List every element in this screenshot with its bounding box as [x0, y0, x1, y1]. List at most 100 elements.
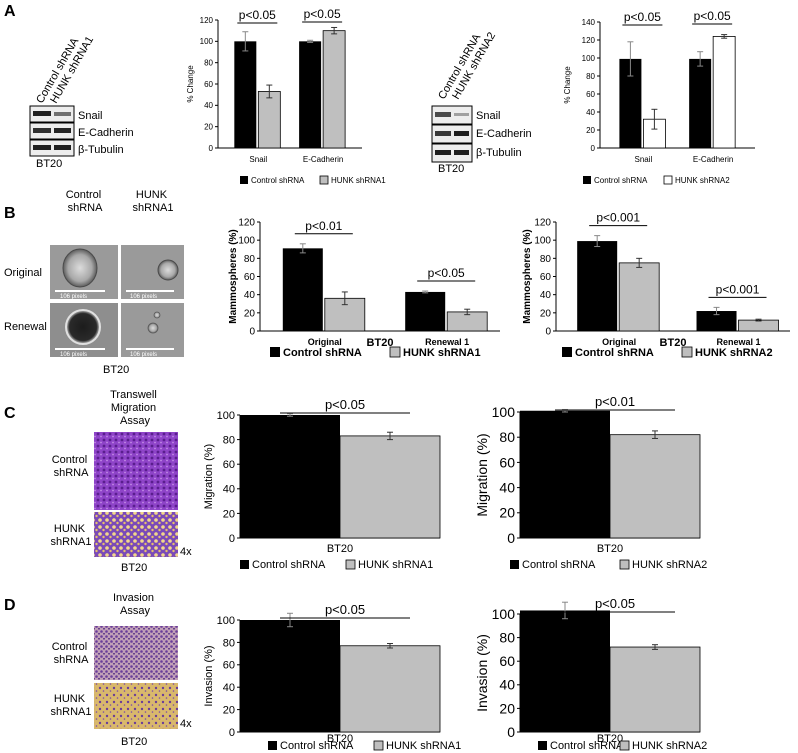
y-tick-label: 0	[545, 327, 551, 338]
blot1-band-box-ecad	[29, 122, 75, 140]
bar-control-shrna	[234, 41, 257, 149]
x-tick-label: Original	[602, 337, 636, 347]
legend-label: Control shRNA	[280, 740, 354, 752]
p-value-label: p<0.01	[305, 219, 342, 233]
legend-label: Control shRNA	[283, 347, 362, 359]
y-axis-label: Mammospheres (%)	[522, 229, 533, 323]
y-tick-label: 0	[229, 533, 235, 545]
legend-label: HUNK shRNA1	[331, 176, 386, 185]
y-tick-label: 20	[204, 122, 213, 131]
legend-label: Control shRNA	[252, 559, 326, 571]
blot2-band-box-tubulin	[431, 143, 473, 163]
c-assay-title-l1: Transwell	[110, 389, 157, 401]
p-value-label: p<0.05	[325, 397, 365, 412]
legend-label: HUNK shRNA1	[358, 559, 433, 571]
x-tick-label: Original	[308, 337, 342, 347]
y-tick-label: 80	[244, 254, 256, 265]
y-tick-label: 100	[582, 54, 596, 63]
y-tick-label: 100	[492, 606, 516, 622]
blot2-band-snail-control	[435, 112, 451, 117]
y-tick-label: 120	[238, 218, 255, 229]
legend-label: Control shRNA	[575, 347, 654, 359]
x-tick-label: Renewal 1	[717, 337, 761, 347]
panel-letter-a: A	[4, 3, 16, 20]
x-axis-label: BT20	[367, 337, 394, 349]
migration-images: Transwell Migration Assay Control shRNA …	[51, 389, 193, 574]
y-axis-label: % Change	[186, 65, 195, 103]
x-axis-label: BT20	[660, 337, 687, 349]
y-tick-label: 80	[586, 72, 595, 81]
p-value-label: p<0.05	[239, 8, 276, 22]
bar-control-shrna	[405, 291, 446, 331]
y-tick-label: 20	[499, 700, 515, 716]
blot1-band-box-tubulin	[29, 139, 75, 157]
y-tick-label: 60	[499, 653, 515, 669]
y-tick-label: 80	[540, 254, 552, 265]
bar-control-shrna	[696, 311, 737, 331]
y-tick-label: 40	[540, 290, 552, 301]
d-row-label-control: Control shRNA	[52, 641, 91, 666]
p-value-label: p<0.05	[325, 602, 365, 617]
p-value-label: p<0.05	[428, 266, 465, 280]
y-tick-label: 60	[586, 90, 595, 99]
c-tile-control	[94, 432, 178, 510]
bar-hunk-shrna2	[738, 319, 779, 332]
bar-hunk-shrna1	[322, 30, 346, 149]
b-row-label-original: Original	[4, 267, 42, 279]
legend-swatch	[663, 175, 673, 185]
legend-label: HUNK shRNA2	[632, 740, 707, 752]
legend-swatch	[389, 346, 401, 358]
d-row-label-hunk: HUNK shRNA1	[51, 693, 92, 718]
blot1-band-tubulin-control	[33, 145, 51, 150]
blot2-label-snail: Snail	[476, 110, 500, 122]
b-col-label-control-l2: shRNA	[68, 202, 104, 214]
y-tick-label: 40	[244, 290, 256, 301]
blot1-band-ecad-control	[33, 128, 51, 133]
bar-control-shrna	[240, 415, 340, 538]
western-blot-2: Control shRNA HUNK shRNA2 Snail E-Cadher…	[431, 30, 532, 175]
legend-swatch	[270, 347, 280, 357]
b-col-label-hunk-l2: shRNA1	[133, 202, 174, 214]
y-tick-label: 100	[217, 410, 235, 422]
d-assay-title-l1: Invasion	[113, 592, 154, 604]
b-col-label-control-l1: Control	[66, 189, 101, 201]
bar-hunk-shrna1	[339, 435, 441, 539]
c-row-label-control-l1: Control	[52, 454, 87, 466]
bar-hunk-shrna2	[618, 262, 660, 332]
y-tick-label: 100	[238, 236, 255, 247]
legend-label: HUNK shRNA2	[632, 559, 707, 571]
c-row-label-hunk: HUNK shRNA1	[51, 523, 92, 548]
c-tile-hunk	[94, 512, 178, 557]
y-tick-label: 80	[204, 58, 213, 67]
y-tick-label: 60	[540, 272, 552, 283]
charts: 0 20 40 60 80 100 120 % Change Snail p<0.05 E-Cadh…	[186, 7, 790, 752]
y-tick-label: 60	[499, 454, 515, 470]
b-col-label-hunk: HUNK shRNA1	[133, 189, 174, 214]
bar-control-shrna	[240, 620, 340, 732]
y-tick-label: 0	[507, 530, 515, 546]
y-tick-label: 60	[223, 459, 235, 471]
b-sphere-renewal-hunk-2	[153, 311, 161, 319]
p-value-label: p<0.05	[624, 10, 661, 24]
b-scale-bar-3	[55, 348, 105, 350]
legend-label: HUNK shRNA2	[695, 347, 773, 359]
legend-swatch	[345, 559, 356, 570]
legend-swatch	[562, 347, 572, 357]
y-tick-label: 80	[223, 434, 235, 446]
legend-label: Control shRNA	[251, 176, 305, 185]
p-value-label: p<0.01	[595, 394, 635, 409]
b-scale-bar-4	[126, 348, 174, 350]
d-tile-control	[94, 626, 178, 680]
bar-hunk-shrna2	[609, 646, 701, 733]
bar-control-shrna	[299, 41, 322, 149]
legend-swatch	[619, 559, 630, 570]
bar-hunk-shrna1	[257, 91, 281, 149]
c-assay-title: Transwell Migration Assay	[110, 389, 160, 427]
legend-swatch	[319, 175, 329, 185]
b-sphere-renewal-hunk-1	[147, 322, 159, 334]
legend-swatch	[268, 741, 277, 750]
y-tick-label: 0	[229, 727, 235, 739]
blot2-cell-line: BT20	[438, 163, 464, 175]
mammosphere-images: Control shRNA HUNK shRNA1 Original Renew…	[4, 189, 184, 376]
b-scale-bar	[55, 290, 105, 292]
